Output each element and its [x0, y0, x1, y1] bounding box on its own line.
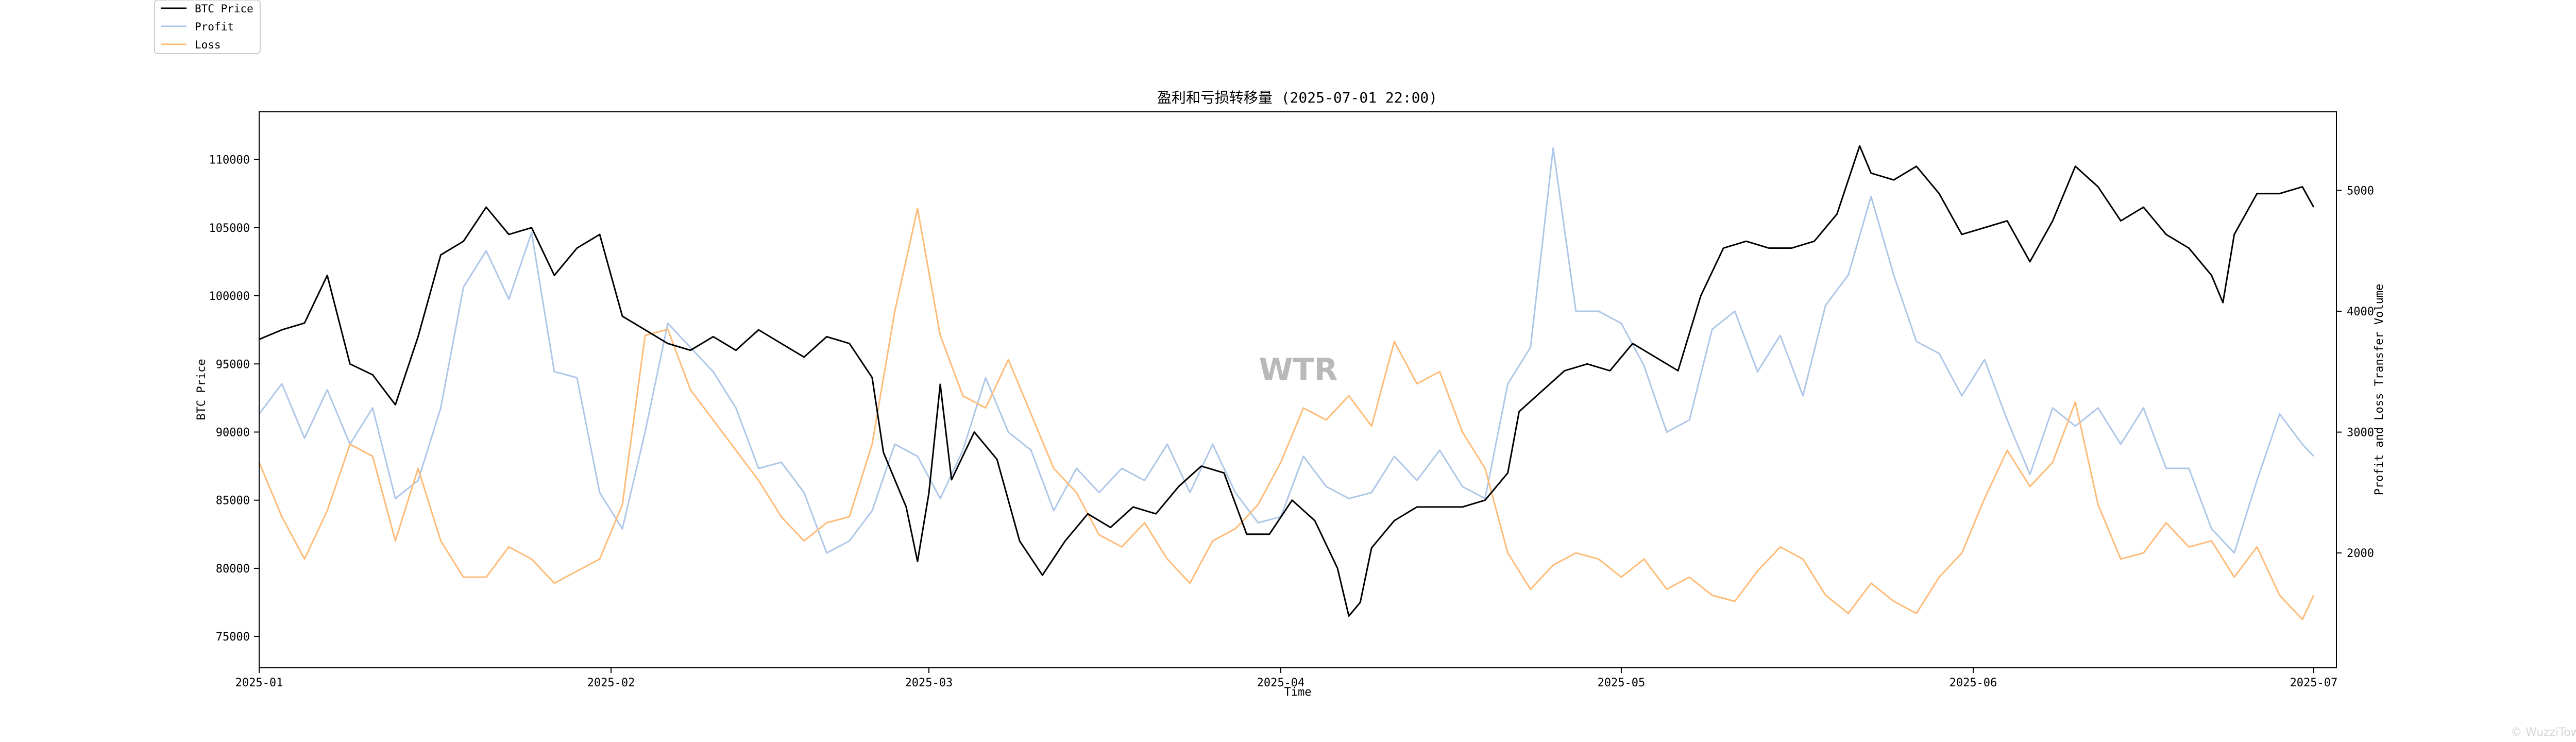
x-tick-label: 2025-02	[587, 677, 635, 689]
x-tick-label: 2025-07	[2290, 677, 2338, 689]
y-left-tick-label: 90000	[216, 426, 250, 439]
series-layer	[258, 145, 2315, 620]
y-left-tick-label: 85000	[216, 495, 250, 508]
plot-frame	[259, 111, 2337, 668]
y-axis-right-label: Profit and Loss Transfer Volume	[2373, 284, 2386, 496]
y-right-tick-label: 3000	[2347, 427, 2374, 440]
x-tick-label: 2025-06	[1950, 677, 1997, 689]
y-right-tick-label: 2000	[2347, 547, 2374, 560]
y-left-tick-label: 100000	[209, 290, 250, 303]
y-right-tick-label: 5000	[2347, 184, 2374, 197]
footer-watermark: © WuzziTower	[2511, 726, 2576, 739]
x-tick-label: 2025-01	[235, 677, 283, 689]
y-axis-left-label: BTC Price	[195, 359, 208, 420]
y-right-tick-label: 4000	[2347, 306, 2374, 318]
legend-label-loss: Loss	[195, 39, 221, 51]
legend-label-btc-price: BTC Price	[195, 3, 253, 15]
y-axis-right: 2000 3000 4000 5000	[2336, 184, 2374, 560]
legend: BTC Price Profit Loss	[154, 0, 261, 54]
watermark: WTR	[1259, 352, 1337, 388]
chart-title: 盈利和亏损转移量 (2025-07-01 22:00)	[1157, 89, 1437, 106]
y-left-tick-label: 95000	[216, 358, 250, 371]
x-axis: 2025-01 2025-02 2025-03 2025-04 2025-05 2025-…	[235, 668, 2338, 689]
y-left-tick-label: 105000	[209, 222, 250, 235]
y-axis-left: 75000 80000 85000 90000 95000 100000 105000 110…	[209, 154, 259, 644]
x-tick-label: 2025-05	[1598, 677, 1646, 689]
y-left-tick-label: 75000	[216, 631, 250, 644]
y-left-tick-label: 80000	[216, 563, 250, 576]
x-axis-label: Time	[1284, 686, 1312, 699]
series-line-profit	[258, 147, 2314, 554]
legend-label-profit: Profit	[195, 21, 234, 33]
series-line-loss	[258, 208, 2315, 620]
x-tick-label: 2025-03	[905, 677, 953, 689]
x-tick-label: 2025-04	[1257, 677, 1305, 689]
series-line-btc-price	[259, 145, 2315, 617]
legend-frame	[154, 0, 261, 54]
y-left-tick-label: 110000	[209, 154, 250, 167]
